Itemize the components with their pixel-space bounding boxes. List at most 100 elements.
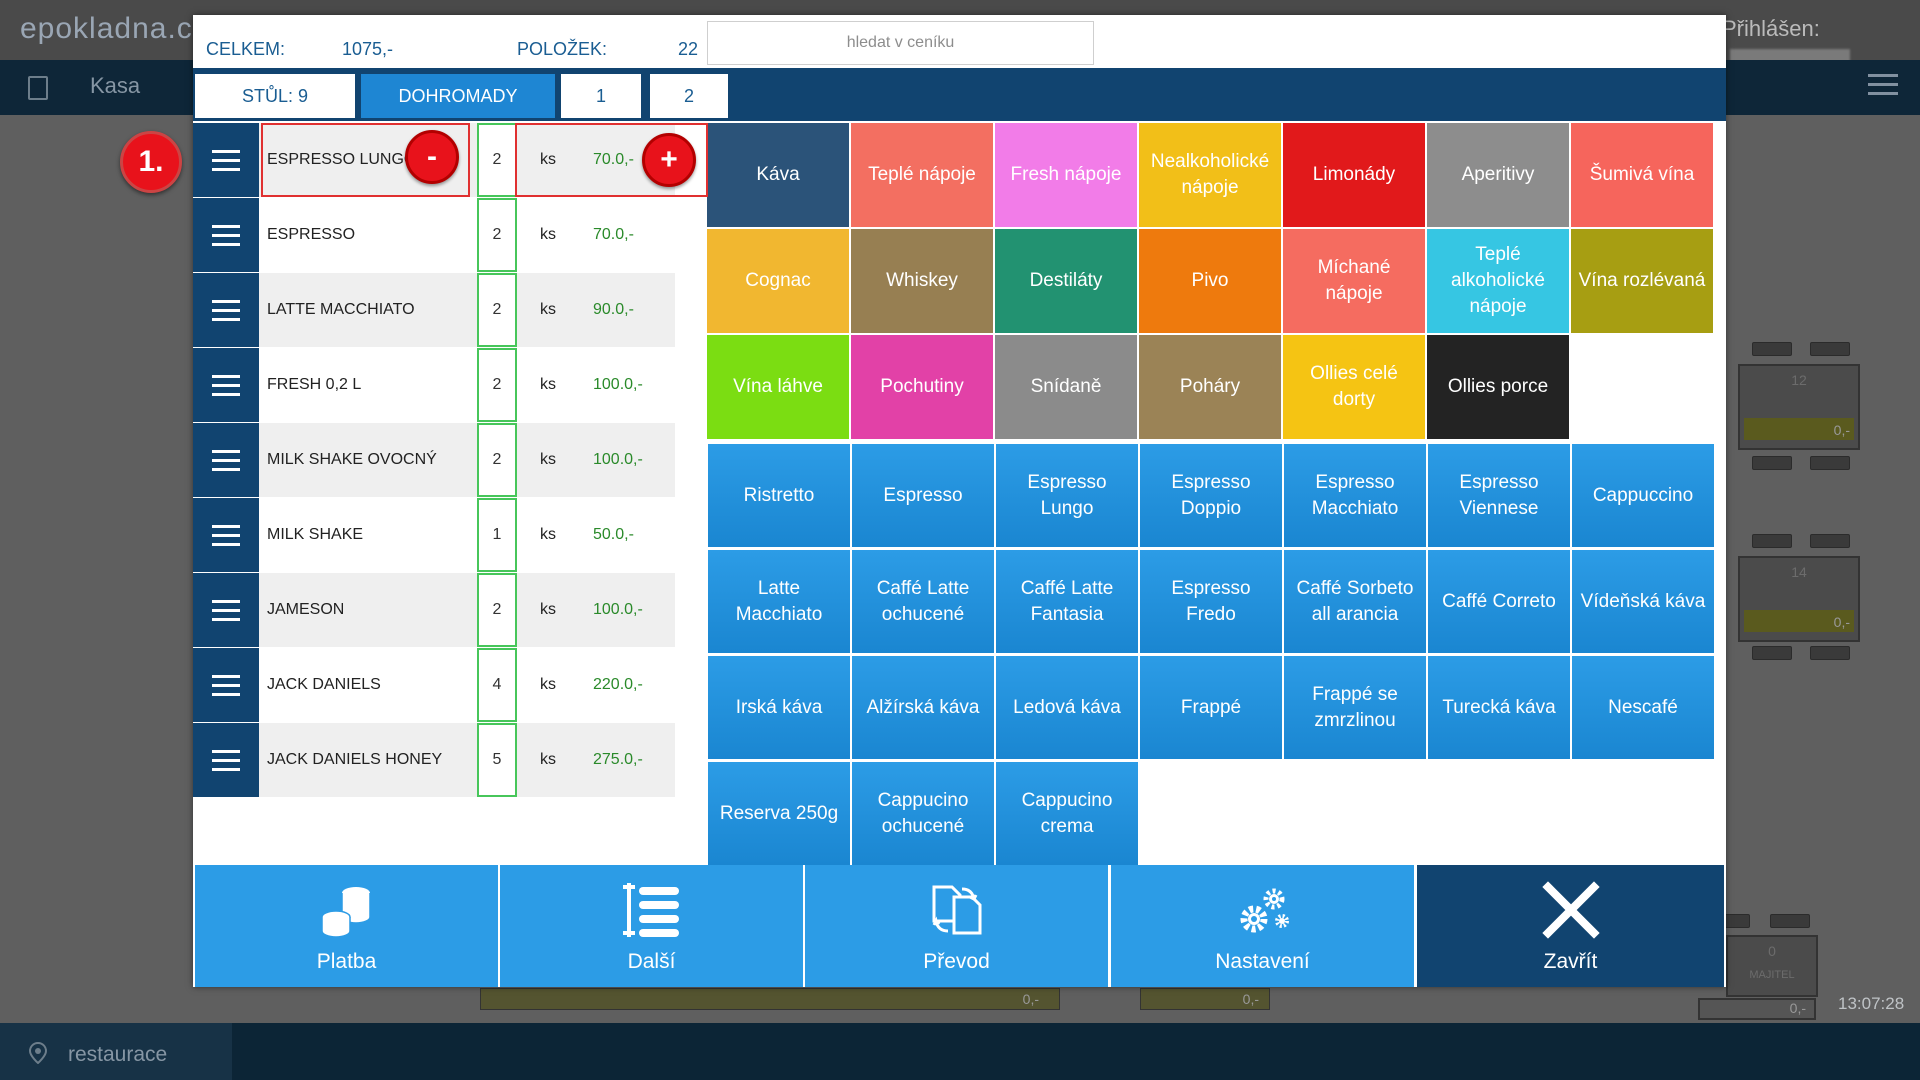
table-amount: 0,-: [1833, 614, 1850, 630]
row-menu-icon[interactable]: [193, 198, 259, 272]
order-row[interactable]: JACK DANIELS 4 ks 220.0,-: [193, 648, 675, 722]
product-tile[interactable]: Espresso Doppio: [1140, 444, 1282, 547]
category-tile[interactable]: Aperitivy: [1427, 123, 1569, 227]
more-button[interactable]: Další: [500, 865, 803, 987]
product-tile[interactable]: Latte Macchiato: [708, 550, 850, 653]
category-tile[interactable]: Šumivá vína: [1571, 123, 1713, 227]
product-tile[interactable]: Turecká káva: [1428, 656, 1570, 759]
row-menu-icon[interactable]: [193, 123, 259, 197]
register-icon[interactable]: [28, 76, 48, 100]
product-tile[interactable]: Frappé se zmrzlinou: [1284, 656, 1426, 759]
order-row[interactable]: LATTE MACCHIATO 2 ks 90.0,-: [193, 273, 675, 347]
item-qty[interactable]: 2: [477, 348, 517, 422]
product-tile[interactable]: Cappucino ochucené: [852, 762, 994, 865]
product-tile[interactable]: Cappucino crema: [996, 762, 1138, 865]
order-row[interactable]: MILK SHAKE OVOCNÝ 2 ks 100.0,-: [193, 423, 675, 497]
item-qty[interactable]: 2: [477, 273, 517, 347]
pay-button[interactable]: Platba: [195, 865, 498, 987]
bar-amount: 0,-: [1242, 991, 1259, 1007]
table-12[interactable]: 12 0,-: [1738, 364, 1860, 450]
transfer-label: Převod: [923, 950, 990, 973]
settings-button[interactable]: Nastavení: [1111, 865, 1414, 987]
item-unit: ks: [540, 226, 556, 243]
chair-shape: [1810, 646, 1850, 660]
table-14[interactable]: 14 0,-: [1738, 556, 1860, 642]
product-tile[interactable]: Alžírská káva: [852, 656, 994, 759]
category-tile[interactable]: Snídaně: [995, 335, 1137, 439]
product-tile[interactable]: Reserva 250g: [708, 762, 850, 865]
category-tile[interactable]: Destiláty: [995, 229, 1137, 333]
item-qty[interactable]: 2: [477, 123, 517, 197]
close-button[interactable]: Zavřít: [1417, 865, 1724, 987]
category-tile[interactable]: Ollies porce: [1427, 335, 1569, 439]
category-tile[interactable]: Vína láhve: [707, 335, 849, 439]
category-tile[interactable]: Pivo: [1139, 229, 1281, 333]
tab-table[interactable]: STŮL: 9: [195, 74, 355, 118]
table-owner[interactable]: 0 MAJITEL: [1726, 935, 1818, 997]
product-tile[interactable]: Ledová káva: [996, 656, 1138, 759]
nav-label[interactable]: Kasa: [90, 73, 141, 98]
row-menu-icon[interactable]: [193, 723, 259, 797]
category-tile[interactable]: Nealkoholické nápoje: [1139, 123, 1281, 227]
tab-2[interactable]: 2: [650, 74, 728, 118]
product-tile[interactable]: Nescafé: [1572, 656, 1714, 759]
item-unit: ks: [540, 301, 556, 318]
order-row[interactable]: JACK DANIELS HONEY 5 ks 275.0,-: [193, 723, 675, 797]
location-label[interactable]: restaurace: [68, 1043, 168, 1066]
item-unit: ks: [540, 676, 556, 693]
product-tile[interactable]: Frappé: [1140, 656, 1282, 759]
search-input[interactable]: [707, 21, 1094, 65]
category-tile[interactable]: Míchané nápoje: [1283, 229, 1425, 333]
row-menu-icon[interactable]: [193, 348, 259, 422]
category-tile[interactable]: Cognac: [707, 229, 849, 333]
category-tile[interactable]: Vína rozlévaná: [1571, 229, 1713, 333]
product-tile[interactable]: Caffé Correto: [1428, 550, 1570, 653]
order-row[interactable]: FRESH 0,2 L 2 ks 100.0,-: [193, 348, 675, 422]
product-tile[interactable]: Espresso Lungo: [996, 444, 1138, 547]
category-tile[interactable]: Limonády: [1283, 123, 1425, 227]
tab-1[interactable]: 1: [561, 74, 641, 118]
order-row[interactable]: MILK SHAKE 1 ks 50.0,-: [193, 498, 675, 572]
item-qty[interactable]: 2: [477, 198, 517, 272]
product-tile[interactable]: Ristretto: [708, 444, 850, 547]
row-menu-icon[interactable]: [193, 573, 259, 647]
product-tile[interactable]: Vídeňská káva: [1572, 550, 1714, 653]
row-menu-icon[interactable]: [193, 423, 259, 497]
category-tile[interactable]: Teplé alkoholické nápoje: [1427, 229, 1569, 333]
category-tile[interactable]: Fresh nápoje: [995, 123, 1137, 227]
product-tile[interactable]: Caffé Latte Fantasia: [996, 550, 1138, 653]
category-tile[interactable]: Teplé nápoje: [851, 123, 993, 227]
tab-together[interactable]: DOHROMADY: [361, 74, 555, 118]
category-tile[interactable]: Káva: [707, 123, 849, 227]
order-row[interactable]: ESPRESSO 2 ks 70.0,-: [193, 198, 675, 272]
category-tile[interactable]: Whiskey: [851, 229, 993, 333]
item-price: 275.0,-: [593, 751, 643, 768]
decrease-button[interactable]: -: [405, 130, 459, 184]
item-qty[interactable]: 1: [477, 498, 517, 572]
chair-shape: [1810, 456, 1850, 470]
row-menu-icon[interactable]: [193, 498, 259, 572]
row-menu-icon[interactable]: [193, 273, 259, 347]
table-amount: 0,-: [1833, 422, 1850, 438]
item-qty[interactable]: 5: [477, 723, 517, 797]
product-tile[interactable]: Cappuccino: [1572, 444, 1714, 547]
category-tile[interactable]: Pochutiny: [851, 335, 993, 439]
item-qty[interactable]: 2: [477, 573, 517, 647]
product-tile[interactable]: Irská káva: [708, 656, 850, 759]
order-row[interactable]: JAMESON 2 ks 100.0,-: [193, 573, 675, 647]
item-qty[interactable]: 2: [477, 423, 517, 497]
hamburger-icon[interactable]: [1868, 74, 1898, 98]
increase-button[interactable]: +: [642, 133, 696, 187]
total-value: 1075,-: [342, 39, 394, 59]
row-menu-icon[interactable]: [193, 648, 259, 722]
product-tile[interactable]: Espresso Macchiato: [1284, 444, 1426, 547]
category-tile[interactable]: Poháry: [1139, 335, 1281, 439]
product-tile[interactable]: Caffé Sorbeto all arancia: [1284, 550, 1426, 653]
item-qty[interactable]: 4: [477, 648, 517, 722]
product-tile[interactable]: Espresso Viennese: [1428, 444, 1570, 547]
transfer-button[interactable]: Převod: [805, 865, 1108, 987]
product-tile[interactable]: Espresso Fredo: [1140, 550, 1282, 653]
product-tile[interactable]: Espresso: [852, 444, 994, 547]
product-tile[interactable]: Caffé Latte ochucené: [852, 550, 994, 653]
category-tile[interactable]: Ollies celé dorty: [1283, 335, 1425, 439]
